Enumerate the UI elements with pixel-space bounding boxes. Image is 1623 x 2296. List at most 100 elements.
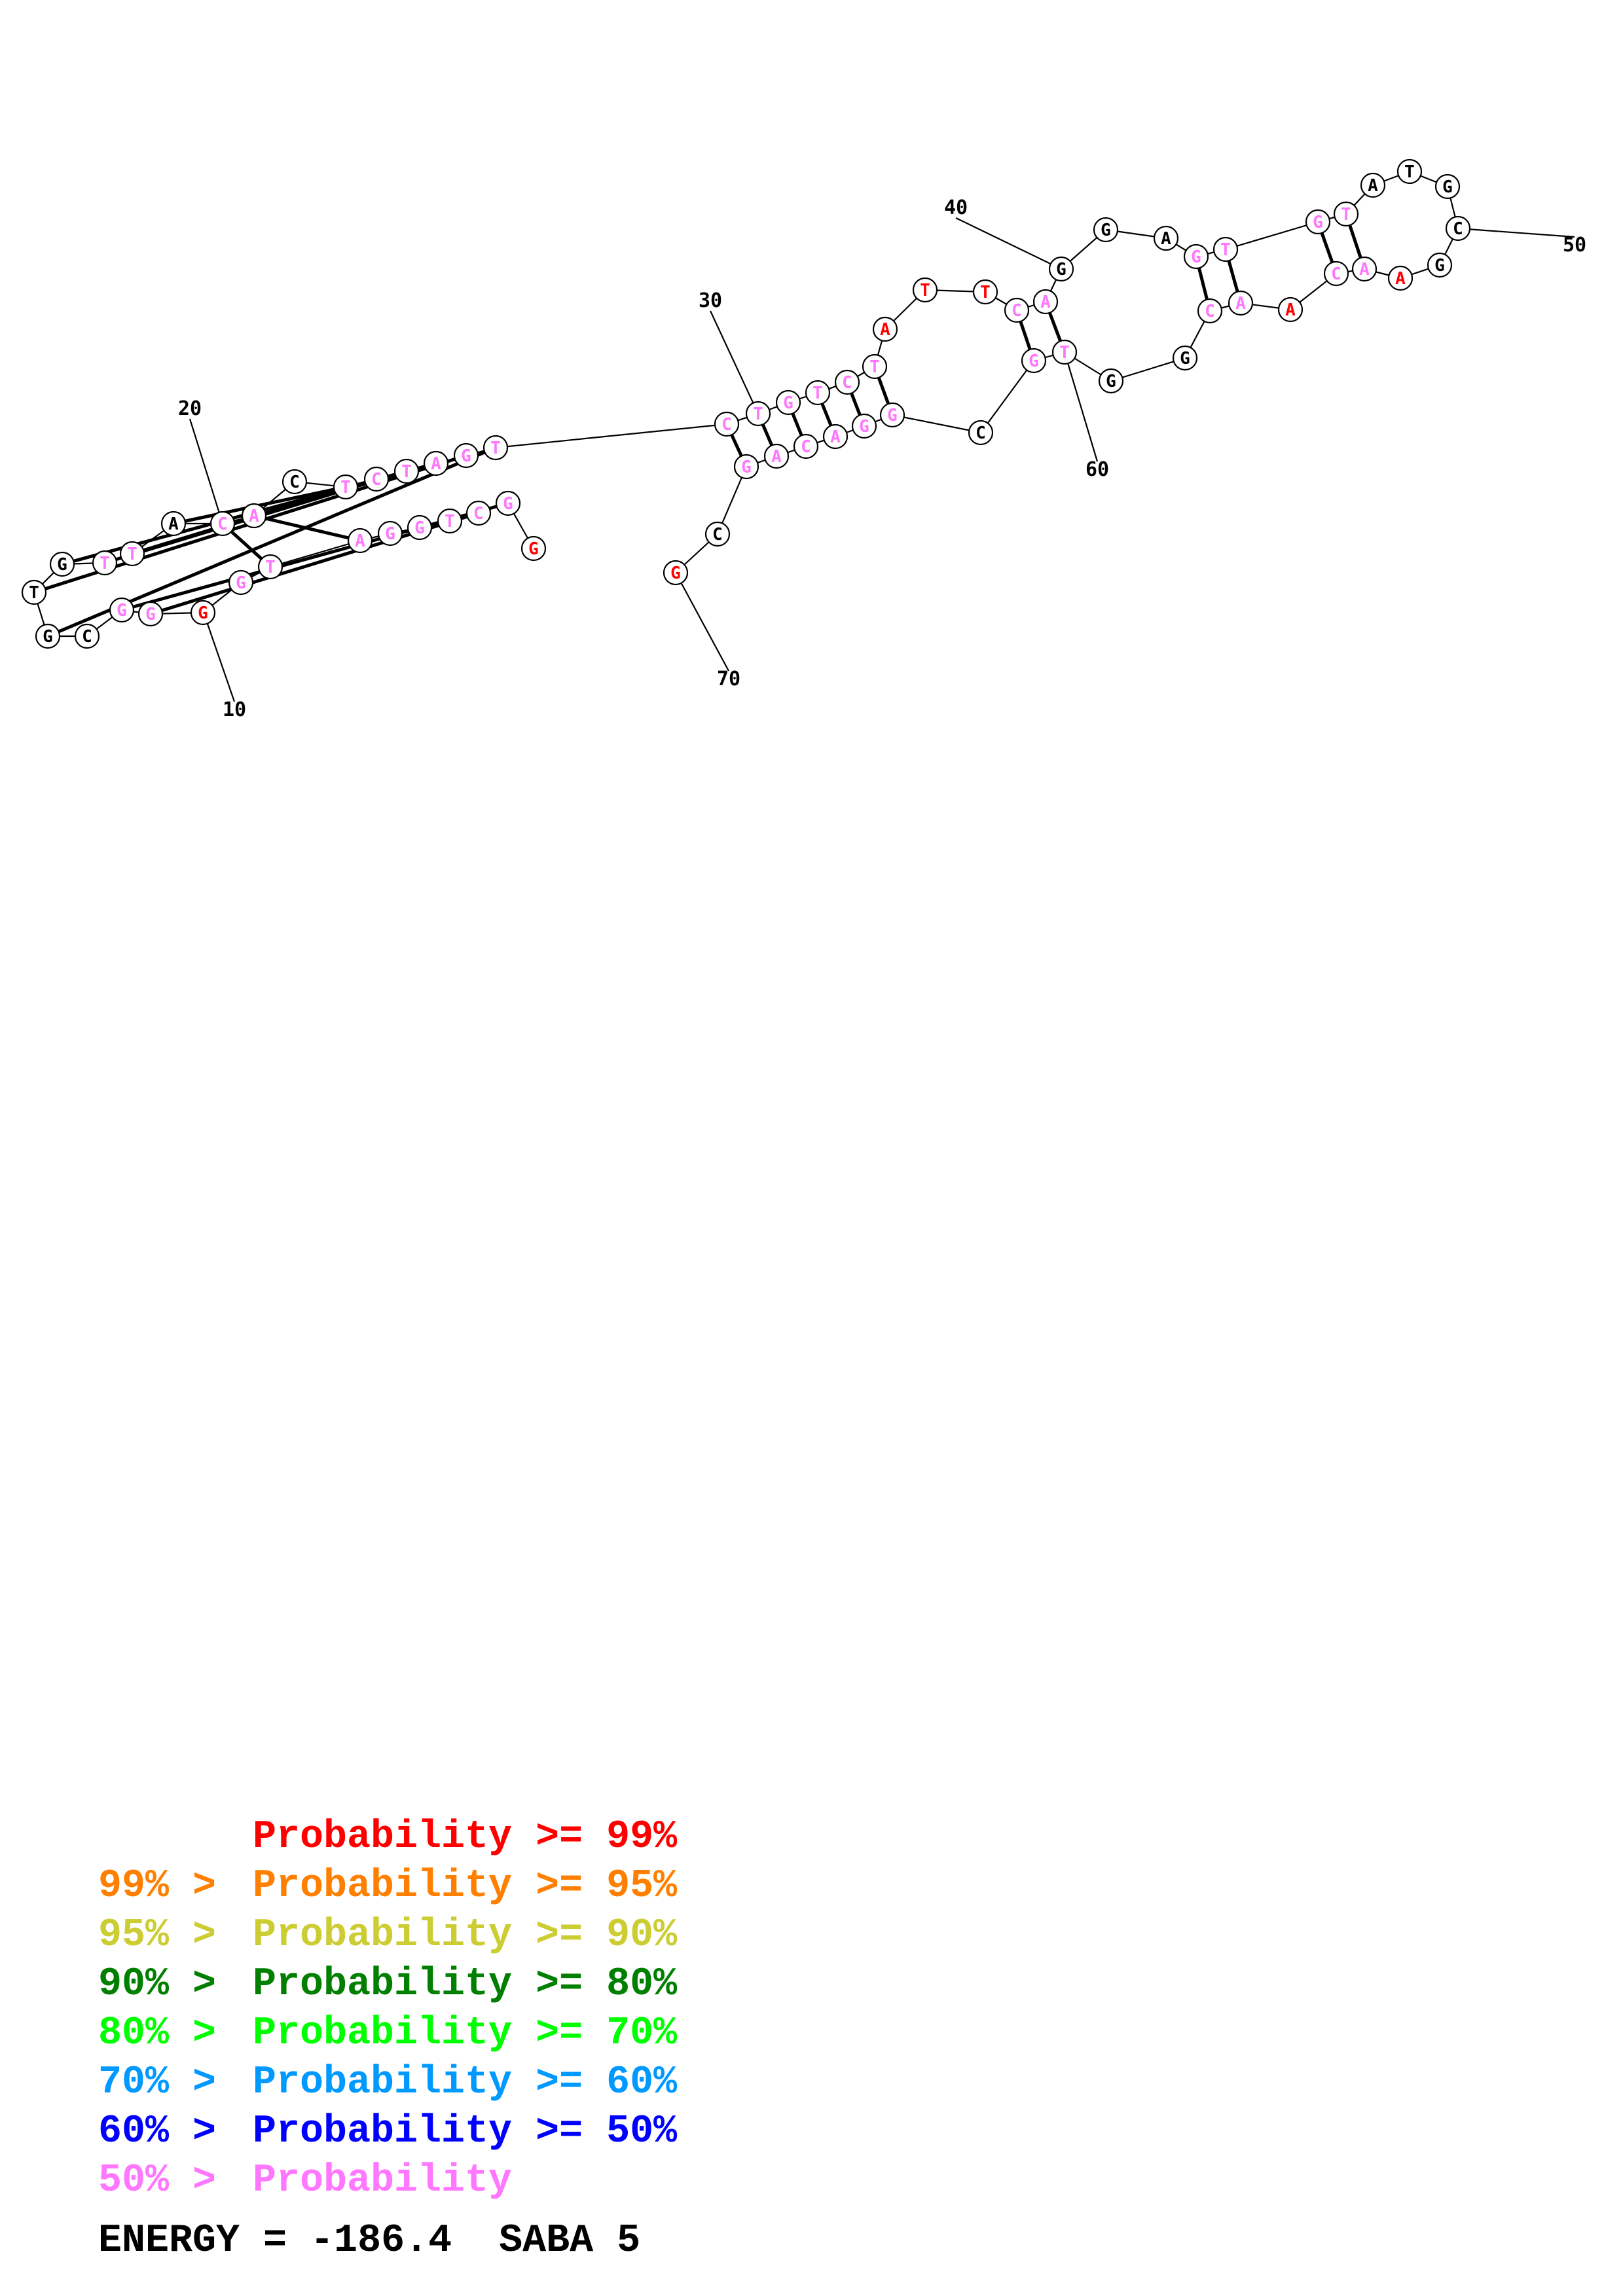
nucleotide-base: G — [859, 417, 869, 437]
legend-label: Probability >= — [253, 2109, 607, 2154]
nucleotide-circle — [257, 554, 283, 580]
nucleotide-circle — [35, 623, 61, 649]
nucleotide: T — [972, 279, 998, 305]
nucleotide: G — [520, 535, 547, 562]
nucleotide-base: A — [355, 531, 365, 551]
nucleotide-circle — [347, 528, 373, 554]
nucleotide: T — [1333, 201, 1359, 227]
position-label: 60 — [1085, 458, 1109, 481]
nucleotide-base: G — [783, 393, 793, 413]
nucleotide: T — [21, 579, 47, 605]
nucleotide: G — [1434, 173, 1461, 200]
legend-row: 60% > Probability >= 50% — [98, 2108, 851, 2157]
nucleotide-circle — [465, 500, 492, 526]
nucleotide-base: C — [801, 437, 811, 457]
nucleotide: A — [872, 316, 898, 342]
nucleotide-circle — [805, 380, 831, 406]
nucleotide-base: G — [236, 573, 246, 593]
nucleotide-circle — [972, 279, 998, 305]
nucleotide: A — [1277, 296, 1304, 323]
nucleotide-circle — [21, 579, 47, 605]
legend-label: Probability >= — [253, 1815, 607, 1859]
nucleotide: C — [704, 521, 731, 547]
energy-readout: ENERGY = -186.4 SABA 5 — [98, 2219, 641, 2263]
nucleotide-base: C — [1453, 219, 1463, 239]
nucleotide-base: G — [461, 446, 471, 466]
nucleotide-base: T — [1059, 343, 1070, 363]
position-tick — [202, 612, 236, 702]
nucleotide: G — [228, 569, 254, 596]
nucleotide: G — [1048, 256, 1074, 282]
nucleotide: A — [1360, 172, 1386, 198]
nucleotide-base: C — [712, 525, 723, 545]
nucleotide: C — [210, 511, 236, 537]
nucleotide: A — [241, 503, 267, 529]
nucleotide-base: T — [753, 404, 763, 424]
nucleotide-circle — [822, 423, 848, 450]
nucleotide-base: A — [1395, 269, 1406, 289]
legend-threshold: 50% — [606, 2109, 678, 2154]
nucleotide: T — [1396, 158, 1423, 185]
nucleotide: G — [1427, 252, 1453, 278]
nucleotide: G — [495, 490, 521, 516]
nucleotide-base: G — [198, 603, 208, 623]
nucleotide-circle — [851, 413, 877, 439]
legend-row: 50% > Probability — [98, 2157, 851, 2206]
nucleotide-circle — [1093, 217, 1119, 243]
nucleotide-circle — [1333, 201, 1359, 227]
nucleotide-circle — [862, 353, 888, 380]
nucleotide-base: G — [385, 524, 395, 544]
nucleotide: C — [282, 469, 308, 495]
legend-lead: 50% > — [98, 2159, 240, 2203]
nucleotide-base: A — [1161, 229, 1171, 249]
nucleotide-base: T — [812, 384, 823, 403]
nucleotide-base: T — [920, 281, 930, 300]
nucleotide-circle — [210, 511, 236, 537]
position-label: 40 — [944, 196, 968, 219]
nucleotide-circle — [49, 551, 75, 577]
nucleotide: T — [862, 353, 888, 380]
nucleotide-circle — [1277, 296, 1304, 323]
nucleotide: A — [1387, 265, 1413, 291]
legend-lead: 90% > — [98, 1962, 240, 2007]
nucleotide-circle — [1351, 256, 1377, 282]
nucleotide: C — [1445, 215, 1471, 242]
nucleotide-circle — [377, 520, 403, 547]
legend-lead: 99% > — [98, 1864, 240, 1909]
nucleotide-circle — [241, 503, 267, 529]
nucleotide-base: G — [1180, 349, 1190, 368]
nucleotide: C — [1004, 297, 1030, 323]
nucleotide-base: T — [869, 357, 880, 377]
legend-lead: 80% > — [98, 2011, 240, 2056]
nucleotide: T — [745, 401, 771, 427]
nucleotide-circle — [834, 369, 860, 395]
legend-threshold: 80% — [606, 1962, 678, 2007]
nucleotide: T — [257, 554, 283, 580]
nucleotide-circle — [137, 601, 164, 627]
nucleotide-circle — [714, 411, 740, 437]
nucleotide-circle — [704, 521, 731, 547]
nucleotide-base: A — [1368, 176, 1378, 196]
nucleotide-circle — [333, 474, 359, 500]
nucleotide: T — [1213, 236, 1239, 262]
nucleotide: T — [393, 458, 420, 484]
nucleotide: A — [763, 443, 790, 469]
legend-threshold: 99% — [606, 1815, 678, 1859]
position-tick — [675, 572, 729, 672]
nucleotide: C — [793, 433, 819, 459]
nucleotide: G — [663, 560, 689, 586]
nucleotide-circle — [1051, 339, 1078, 365]
legend-threshold: 60% — [606, 2060, 678, 2105]
nucleotide-base: T — [1220, 240, 1231, 260]
nucleotide: C — [834, 369, 860, 395]
nucleotide-base: T — [340, 478, 351, 497]
legend-lead: 70% > — [98, 2060, 240, 2105]
nucleotide: C — [74, 623, 100, 649]
nucleotide-circle — [1323, 260, 1349, 287]
nucleotide-base: C — [842, 373, 852, 393]
legend-threshold: 95% — [606, 1864, 678, 1909]
nucleotide-circle — [1021, 348, 1047, 374]
nucleotide-circle — [160, 511, 187, 537]
nucleotide-base: T — [265, 558, 276, 577]
